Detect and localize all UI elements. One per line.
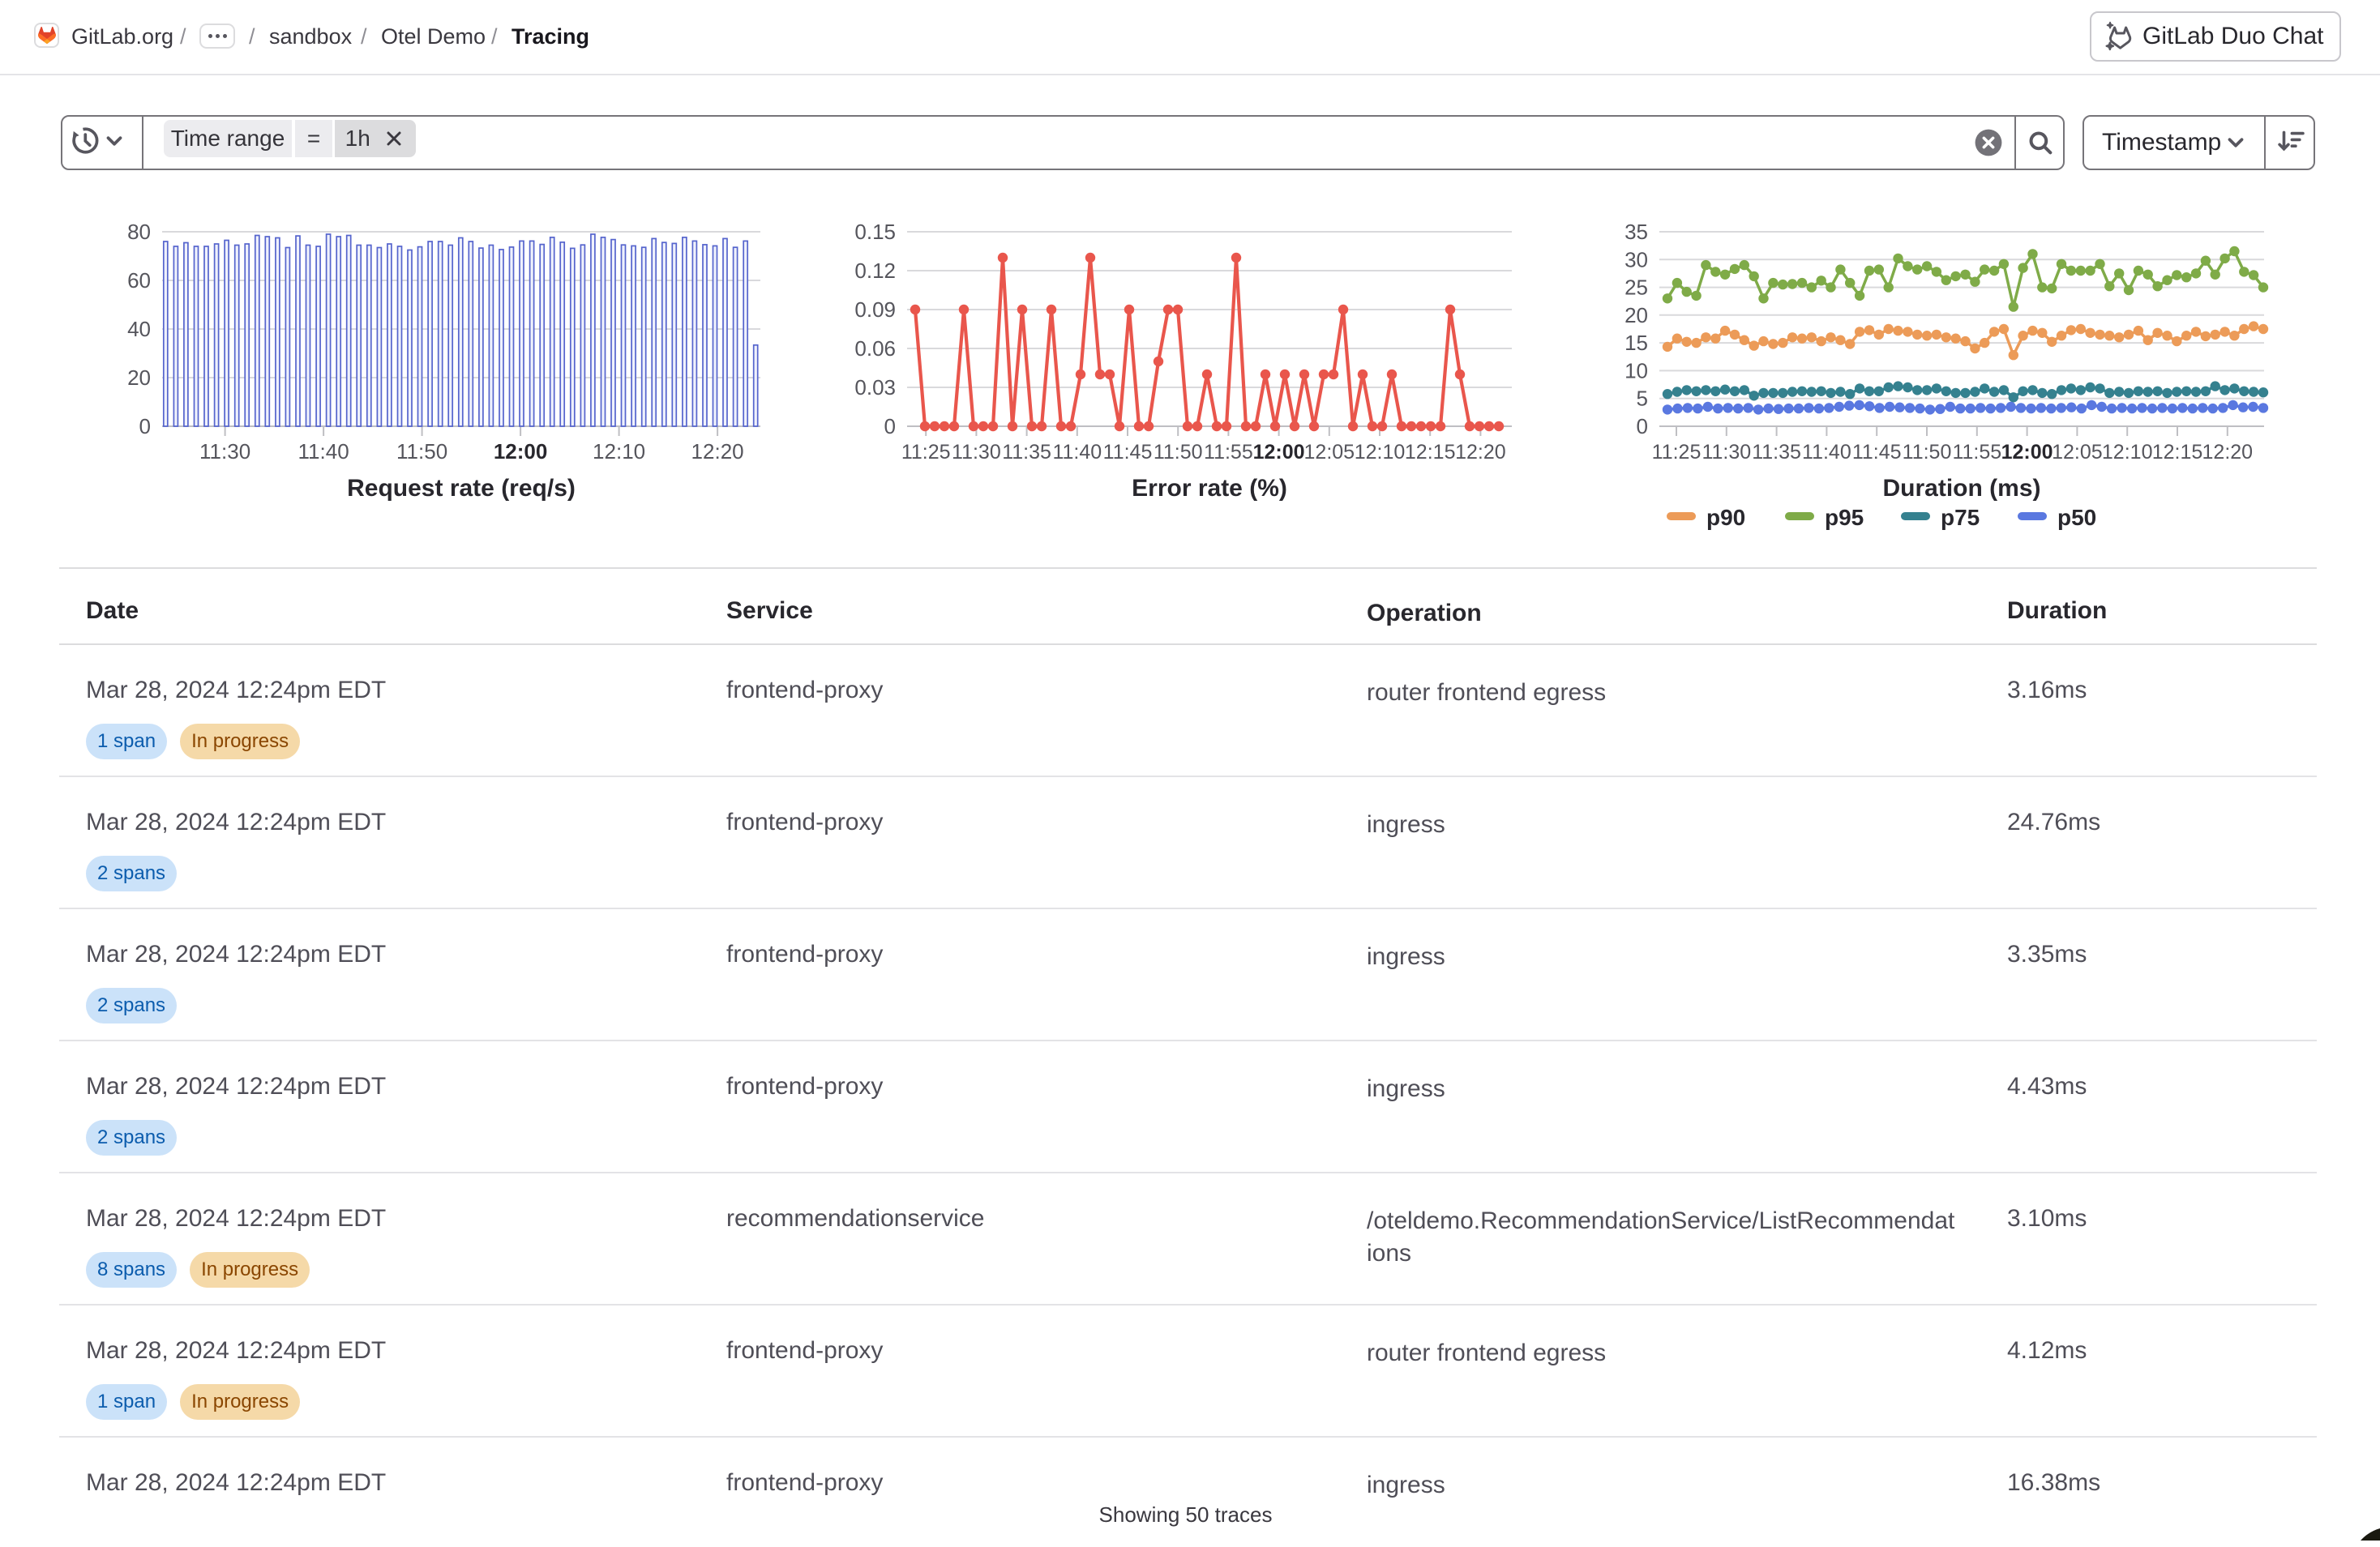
svg-text:11:30: 11:30 xyxy=(952,441,1001,464)
svg-text:12:15: 12:15 xyxy=(2152,441,2203,464)
svg-text:11:35: 11:35 xyxy=(1002,441,1051,464)
svg-text:0: 0 xyxy=(1637,414,1648,438)
svg-text:p90: p90 xyxy=(1706,505,1745,530)
svg-text:Duration (ms): Duration (ms) xyxy=(1883,475,2041,502)
svg-text:12:15: 12:15 xyxy=(1405,441,1456,464)
svg-text:20: 20 xyxy=(1624,303,1648,327)
svg-text:80: 80 xyxy=(127,220,151,244)
svg-text:0.12: 0.12 xyxy=(854,259,896,283)
svg-text:15: 15 xyxy=(1624,331,1648,355)
svg-text:12:00: 12:00 xyxy=(2001,441,2053,464)
svg-text:p95: p95 xyxy=(1825,505,1864,530)
svg-text:11:25: 11:25 xyxy=(1652,441,1702,464)
svg-text:30: 30 xyxy=(1624,247,1648,271)
svg-text:11:40: 11:40 xyxy=(298,439,349,464)
svg-text:0.06: 0.06 xyxy=(854,336,896,361)
svg-text:5: 5 xyxy=(1637,387,1648,411)
svg-text:12:10: 12:10 xyxy=(1355,441,1406,464)
svg-text:11:40: 11:40 xyxy=(1802,441,1851,464)
svg-text:Error rate (%): Error rate (%) xyxy=(1132,475,1287,502)
svg-text:11:55: 11:55 xyxy=(1952,441,2001,464)
svg-text:11:25: 11:25 xyxy=(901,441,951,464)
svg-text:20: 20 xyxy=(127,365,151,390)
svg-text:12:05: 12:05 xyxy=(2052,441,2103,464)
svg-text:0.03: 0.03 xyxy=(854,375,896,400)
svg-text:11:50: 11:50 xyxy=(1903,441,1952,464)
svg-text:12:00: 12:00 xyxy=(494,439,548,464)
svg-text:p50: p50 xyxy=(2057,505,2096,530)
svg-text:0: 0 xyxy=(884,414,896,438)
svg-text:0: 0 xyxy=(139,414,151,438)
svg-text:11:50: 11:50 xyxy=(396,439,447,464)
svg-text:11:30: 11:30 xyxy=(199,439,250,464)
svg-text:11:45: 11:45 xyxy=(1852,441,1902,464)
svg-text:12:10: 12:10 xyxy=(593,439,645,464)
svg-text:11:50: 11:50 xyxy=(1154,441,1203,464)
svg-text:12:20: 12:20 xyxy=(691,439,744,464)
svg-text:25: 25 xyxy=(1624,276,1648,300)
svg-text:12:20: 12:20 xyxy=(2202,441,2254,464)
svg-text:11:35: 11:35 xyxy=(1752,441,1801,464)
svg-text:p75: p75 xyxy=(1941,505,1980,530)
svg-text:11:55: 11:55 xyxy=(1204,441,1253,464)
svg-text:40: 40 xyxy=(127,317,151,341)
svg-text:12:00: 12:00 xyxy=(1253,441,1305,464)
svg-text:Request rate (req/s): Request rate (req/s) xyxy=(347,475,576,502)
svg-text:12:10: 12:10 xyxy=(2102,441,2153,464)
svg-text:35: 35 xyxy=(1624,220,1648,244)
svg-text:11:30: 11:30 xyxy=(1702,441,1751,464)
svg-text:11:45: 11:45 xyxy=(1103,441,1153,464)
svg-text:0.09: 0.09 xyxy=(854,297,896,322)
svg-text:10: 10 xyxy=(1624,358,1648,382)
svg-text:12:05: 12:05 xyxy=(1304,441,1355,464)
svg-text:60: 60 xyxy=(127,268,151,293)
svg-text:11:40: 11:40 xyxy=(1052,441,1102,464)
svg-text:12:20: 12:20 xyxy=(1455,441,1506,464)
svg-text:0.15: 0.15 xyxy=(854,220,896,244)
